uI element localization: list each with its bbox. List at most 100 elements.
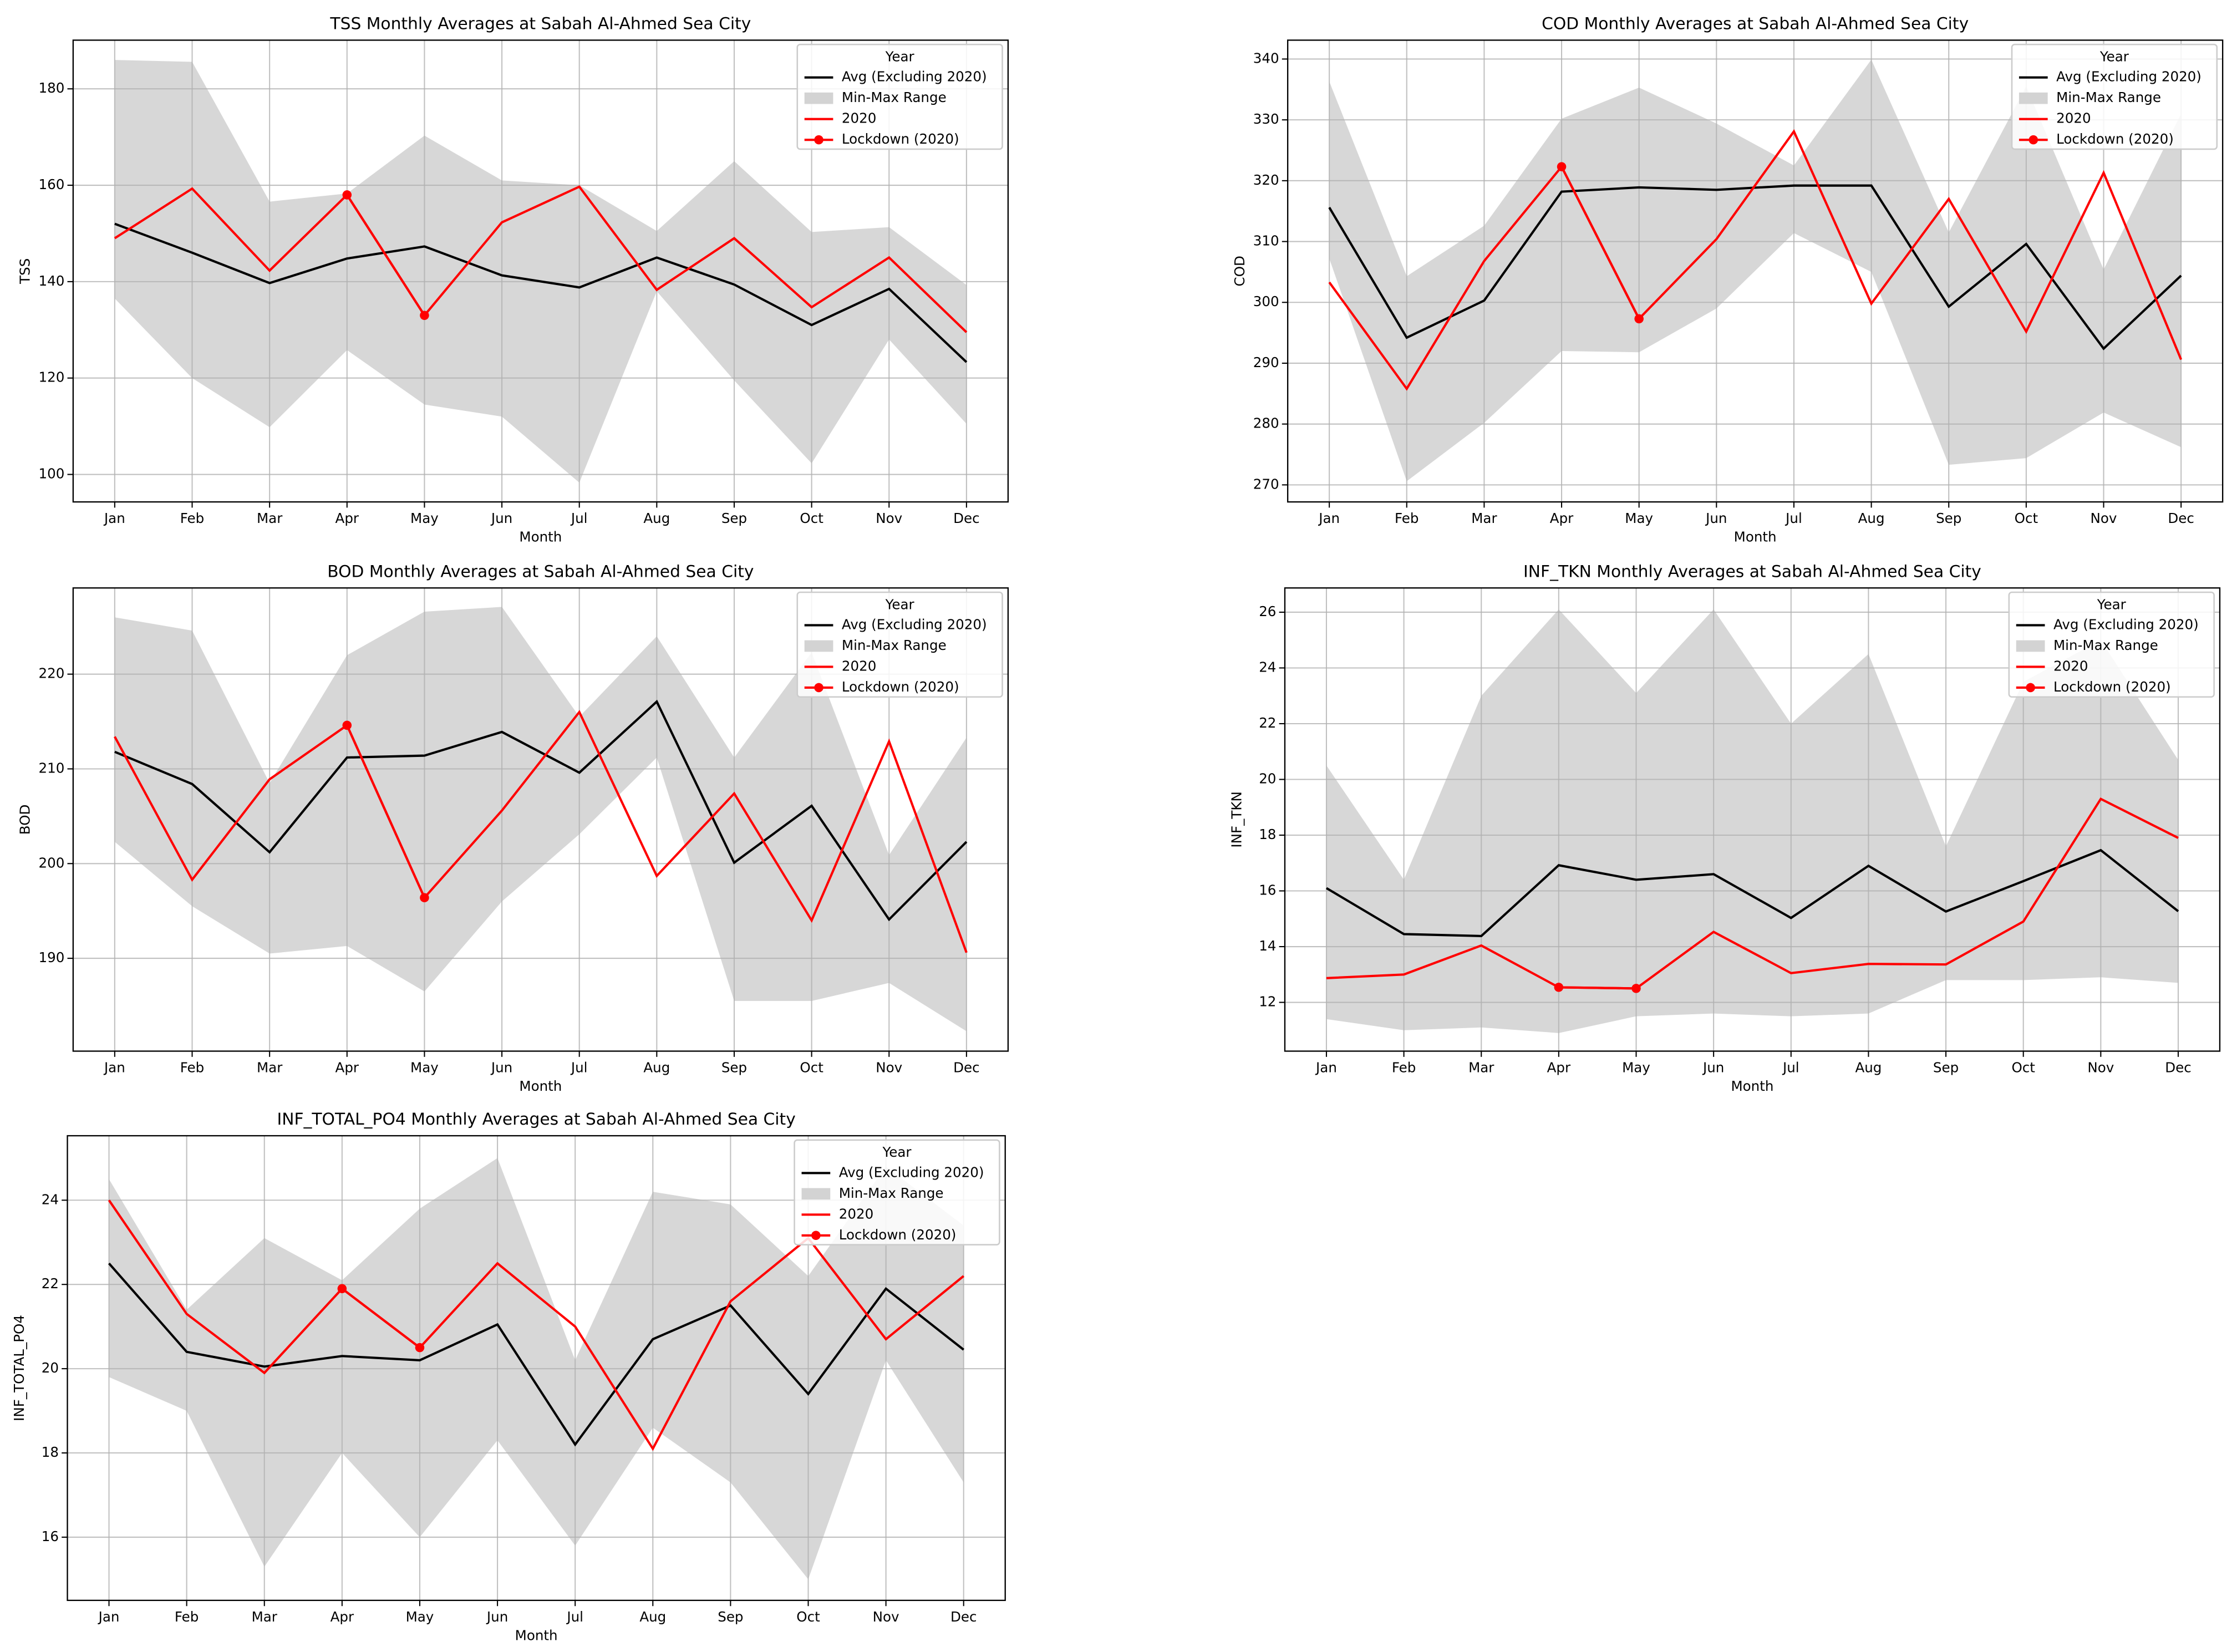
x-tick-label: Nov xyxy=(873,1609,899,1625)
range-area xyxy=(1329,59,2182,481)
legend-label: Avg (Excluding 2020) xyxy=(839,1164,984,1180)
lockdown-marker xyxy=(420,893,429,903)
legend-label: Min-Max Range xyxy=(2056,89,2161,105)
y-tick-label: 24 xyxy=(1259,659,1276,675)
x-tick-label: Jan xyxy=(98,1609,120,1625)
x-tick-label: May xyxy=(1625,510,1653,526)
y-tick-label: 18 xyxy=(1259,826,1276,842)
y-tick-label: 26 xyxy=(1259,603,1276,619)
chart-title: BOD Monthly Averages at Sabah Al-Ahmed S… xyxy=(327,562,754,581)
legend-title: Year xyxy=(885,596,915,612)
legend-marker xyxy=(2026,683,2035,693)
lockdown-marker xyxy=(342,190,352,200)
x-tick-label: Jul xyxy=(566,1609,583,1625)
chart: 190 200 210 220 Jan Feb Mar Apr May Jun Jul Aug Sep O… xyxy=(17,562,1009,1094)
y-tick-label: 100 xyxy=(39,466,65,482)
series-line xyxy=(114,710,968,953)
x-tick-label: Jun xyxy=(490,510,512,526)
y-tick-label: 16 xyxy=(42,1528,59,1544)
x-axis-label: Month xyxy=(515,1628,558,1644)
legend-marker xyxy=(2028,135,2038,145)
x-tick-label: Feb xyxy=(180,510,204,526)
series-line xyxy=(341,1288,421,1349)
legend-box xyxy=(796,591,1003,698)
legend-marker xyxy=(814,683,823,693)
x-tick-label: Feb xyxy=(175,1609,199,1625)
y-tick-label: 12 xyxy=(1259,994,1276,1010)
plot-frame xyxy=(67,1135,1006,1602)
y-tick-label: 190 xyxy=(39,949,65,965)
x-axis-label: Month xyxy=(519,1078,562,1094)
y-tick-label: 300 xyxy=(1253,293,1279,309)
x-tick-label: Aug xyxy=(643,510,670,526)
plot-frame xyxy=(72,587,1009,1052)
legend-swatch xyxy=(801,1188,831,1200)
legend-swatch xyxy=(2019,92,2048,104)
legend-marker xyxy=(814,135,823,145)
legend-label: Lockdown (2020) xyxy=(2056,131,2174,147)
x-tick-label: May xyxy=(410,510,439,526)
x-tick-label: Aug xyxy=(1855,1060,1882,1076)
x-tick-label: Jan xyxy=(103,1060,125,1076)
x-tick-label: Jun xyxy=(490,1060,512,1076)
legend-title: Year xyxy=(882,1144,912,1160)
y-axis-label: INF_TOTAL_PO4 xyxy=(11,1315,27,1421)
lockdown-marker xyxy=(415,1343,425,1353)
plot-frame xyxy=(72,39,1009,503)
x-tick-label: May xyxy=(410,1060,439,1076)
y-tick-label: 180 xyxy=(39,80,65,96)
x-tick-label: Mar xyxy=(252,1609,278,1625)
x-tick-label: Sep xyxy=(721,1060,747,1076)
x-tick-label: Jan xyxy=(1315,1060,1337,1076)
chart: 270 280 290 300 310 320 330 340 Jan Feb Mar Apr May J… xyxy=(1232,14,2224,545)
legend-label: 2020 xyxy=(2053,658,2088,674)
chart: 16 18 20 22 24 Jan Feb Mar Apr May Jun Jul Aug Sep Oct… xyxy=(11,1110,1006,1644)
legend-label: Lockdown (2020) xyxy=(842,679,959,695)
lockdown-marker xyxy=(1554,983,1564,992)
x-tick-label: Feb xyxy=(180,1060,204,1076)
legend-label: 2020 xyxy=(842,110,876,126)
x-tick-label: Jan xyxy=(1318,510,1340,526)
x-tick-label: Jun xyxy=(1705,510,1727,526)
y-tick-label: 20 xyxy=(42,1360,59,1376)
legend-label: Avg (Excluding 2020) xyxy=(2056,69,2202,85)
x-tick-label: Jul xyxy=(570,1060,588,1076)
x-tick-label: Dec xyxy=(2168,510,2194,526)
x-tick-label: Mar xyxy=(1471,510,1497,526)
y-tick-label: 290 xyxy=(1253,354,1279,370)
y-axis-label: TSS xyxy=(17,258,33,284)
x-tick-label: Sep xyxy=(718,1609,743,1625)
y-tick-label: 20 xyxy=(1259,770,1276,786)
x-tick-label: Oct xyxy=(800,510,823,526)
legend-label: Avg (Excluding 2020) xyxy=(2053,616,2199,632)
x-tick-label: May xyxy=(1622,1060,1650,1076)
series-line xyxy=(1328,184,2182,350)
x-tick-label: Dec xyxy=(953,510,980,526)
x-tick-label: Jul xyxy=(1784,510,1802,526)
lockdown-marker xyxy=(1631,984,1641,993)
y-axis-label: INF_TKN xyxy=(1229,791,1245,847)
legend-swatch xyxy=(804,640,833,652)
series-line xyxy=(1560,166,1640,319)
y-tick-label: 22 xyxy=(42,1275,59,1292)
x-tick-label: Dec xyxy=(950,1609,977,1625)
y-tick-label: 18 xyxy=(42,1444,59,1460)
x-tick-label: Jun xyxy=(486,1609,508,1625)
series-line xyxy=(1325,848,2179,938)
x-tick-label: Dec xyxy=(2165,1060,2192,1076)
series-line xyxy=(346,194,426,316)
x-tick-label: Nov xyxy=(876,1060,902,1076)
chart: 12 14 16 18 20 22 24 26 Jan Feb Mar Apr May Jun Jul Aug… xyxy=(1229,562,2221,1094)
x-tick-label: Dec xyxy=(953,1060,980,1076)
legend-box xyxy=(2011,43,2218,150)
chart-title: INF_TOTAL_PO4 Monthly Averages at Sabah … xyxy=(277,1110,795,1129)
x-tick-label: Sep xyxy=(1933,1060,1959,1076)
y-tick-label: 200 xyxy=(39,855,65,871)
x-axis-label: Month xyxy=(1734,529,1777,545)
legend-box xyxy=(794,1139,1000,1246)
x-tick-label: Apr xyxy=(335,1060,359,1076)
plot-frame xyxy=(1284,587,2221,1052)
chart-title: INF_TKN Monthly Averages at Sabah Al-Ahm… xyxy=(1523,562,1981,581)
x-tick-label: Jul xyxy=(1782,1060,1799,1076)
chart: 100 120 140 160 180 Jan Feb Mar Apr May Jun Jul Aug S… xyxy=(17,14,1009,545)
